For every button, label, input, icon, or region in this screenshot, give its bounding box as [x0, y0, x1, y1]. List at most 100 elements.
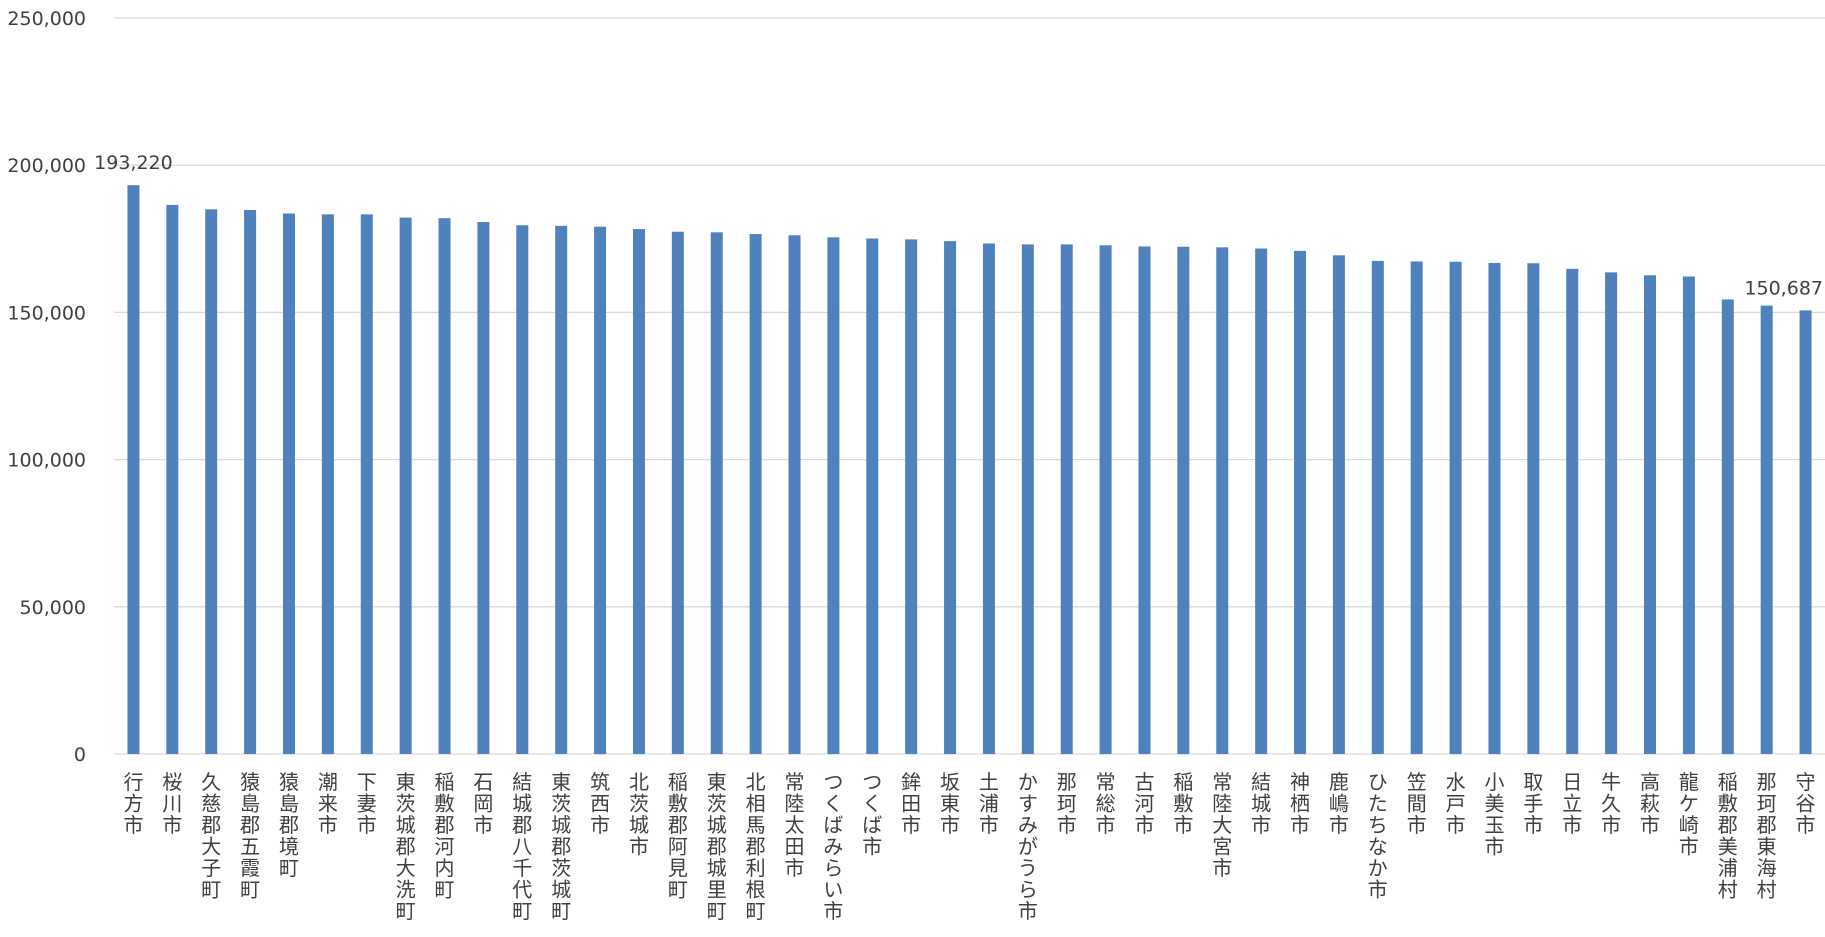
bar — [710, 232, 723, 755]
x-tick-label: 東茨城郡城里町 — [707, 770, 727, 923]
bar — [866, 238, 879, 754]
bar — [1371, 260, 1384, 754]
bar — [1138, 246, 1151, 754]
bar — [1799, 310, 1812, 754]
bar — [1410, 261, 1423, 754]
bar — [1527, 263, 1540, 754]
x-tick-label: 取手市 — [1523, 770, 1543, 837]
bar — [1488, 262, 1501, 754]
x-tick-label: 稲敷郡阿見町 — [668, 770, 688, 902]
x-tick-label: 土浦市 — [979, 770, 999, 837]
bar — [671, 231, 684, 755]
x-tick-label: 常総市 — [1096, 770, 1116, 837]
bar — [399, 217, 412, 754]
x-tick-label: 桜川市 — [162, 770, 182, 837]
x-tick-label: かすみがうら市 — [1018, 770, 1038, 923]
x-tick-label: 那珂郡東海村 — [1757, 770, 1777, 902]
bar — [1449, 261, 1462, 754]
bar — [1294, 250, 1307, 754]
bar — [1216, 247, 1229, 755]
x-tick-label: 久慈郡大子町 — [201, 770, 221, 902]
data-labels: 193,220 150,687 — [94, 152, 1823, 299]
x-tick-label: 稲敷市 — [1173, 770, 1193, 837]
bar — [1644, 275, 1657, 754]
bar — [1099, 245, 1112, 754]
bar — [555, 225, 568, 754]
bar — [166, 204, 179, 755]
bar — [594, 226, 607, 754]
bar — [1255, 248, 1268, 754]
x-tick-label: 猿島郡五霞町 — [240, 770, 260, 902]
x-tick-label: 鉾田市 — [901, 770, 921, 837]
x-tick-label: 水戸市 — [1446, 770, 1466, 837]
bar — [905, 239, 918, 754]
bar — [1566, 268, 1579, 754]
x-tick-label: 潮来市 — [318, 770, 338, 837]
x-tick-label: 守谷市 — [1796, 770, 1816, 837]
x-tick-label: 猿島郡境町 — [279, 770, 299, 880]
bar — [1021, 244, 1034, 754]
bar — [360, 214, 373, 754]
x-tick-label: 日立市 — [1562, 770, 1582, 837]
y-tick-label: 100,000 — [7, 450, 86, 472]
x-tick-label: ひたちなか市 — [1368, 770, 1388, 902]
bar — [205, 209, 218, 755]
x-tick-label: 龍ケ崎市 — [1679, 770, 1699, 859]
bar — [982, 243, 995, 754]
x-tick-label: 小美玉市 — [1484, 770, 1504, 859]
bar — [827, 237, 840, 754]
y-tick-label: 50,000 — [20, 597, 86, 619]
bar — [282, 213, 295, 755]
x-tick-label: つくば市 — [862, 770, 882, 859]
x-tick-label: 下妻市 — [357, 770, 377, 837]
bar — [632, 229, 645, 755]
bar — [788, 235, 801, 754]
x-tick-label: 結城市 — [1251, 770, 1271, 837]
y-tick-label: 250,000 — [7, 8, 86, 30]
bar — [438, 218, 451, 754]
x-tick-label: 東茨城郡大洗町 — [396, 770, 416, 923]
x-tick-label: 稲敷郡美浦村 — [1718, 770, 1738, 902]
y-axis-tick-labels: 0 50,000 100,000 150,000 200,000 250,000 — [7, 8, 86, 766]
x-tick-label: 牛久市 — [1601, 770, 1621, 837]
x-tick-label: 高萩市 — [1640, 770, 1660, 837]
x-tick-label: 筑西市 — [590, 770, 610, 837]
x-tick-label: 坂東市 — [940, 770, 960, 837]
x-tick-label: 稲敷郡河内町 — [435, 770, 455, 902]
bar — [1721, 299, 1734, 754]
bar — [749, 234, 762, 754]
x-tick-label: 那珂市 — [1057, 770, 1077, 837]
y-tick-label: 0 — [74, 744, 86, 766]
bar — [244, 209, 257, 755]
bars — [127, 185, 1812, 755]
bar — [321, 214, 334, 754]
gridlines — [114, 17, 1825, 755]
x-tick-label: 北茨城市 — [629, 770, 649, 859]
x-tick-label: 行方市 — [123, 770, 143, 837]
bar — [127, 185, 140, 754]
x-tick-label: 古河市 — [1134, 770, 1154, 837]
x-axis-category-labels: 行方市桜川市久慈郡大子町猿島郡五霞町猿島郡境町潮来市下妻市東茨城郡大洗町稲敷郡河… — [123, 770, 1815, 923]
x-tick-label: 北相馬郡利根町 — [746, 770, 766, 923]
bar — [1332, 255, 1345, 754]
bar — [1060, 244, 1073, 754]
x-tick-label: 鹿嶋市 — [1329, 770, 1349, 837]
y-tick-label: 150,000 — [7, 302, 86, 324]
bar — [1177, 246, 1190, 755]
bar — [1605, 272, 1618, 754]
y-tick-label: 200,000 — [7, 155, 86, 177]
x-tick-label: 神栖市 — [1290, 770, 1310, 837]
bar — [516, 225, 529, 755]
x-tick-label: 石岡市 — [473, 770, 493, 837]
data-label: 193,220 — [94, 152, 173, 174]
x-tick-label: 常陸大宮市 — [1212, 770, 1232, 880]
x-tick-label: 笠間市 — [1407, 770, 1427, 837]
data-label: 150,687 — [1744, 277, 1823, 299]
bar — [944, 241, 957, 754]
x-tick-label: 結城郡八千代町 — [512, 770, 532, 923]
x-tick-label: 東茨城郡茨城町 — [551, 770, 571, 923]
bar — [1760, 305, 1773, 754]
bar — [1682, 276, 1695, 754]
x-tick-label: つくばみらい市 — [823, 770, 843, 923]
